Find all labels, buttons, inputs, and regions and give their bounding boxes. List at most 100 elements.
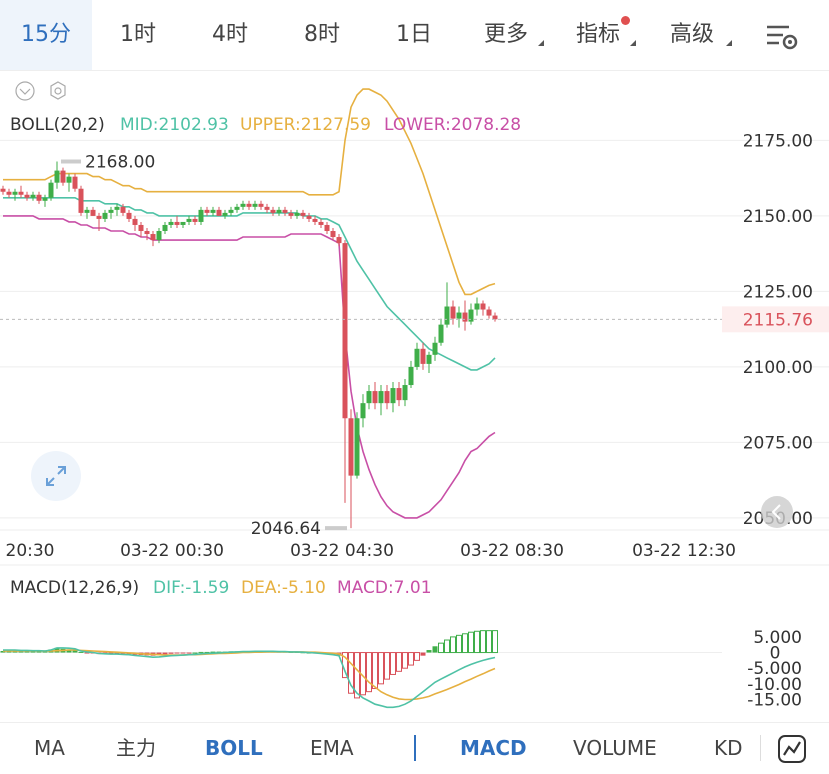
candle-body — [114, 206, 120, 210]
candle-body — [48, 182, 54, 198]
tab-label: 指标 — [575, 22, 620, 47]
macd-dea-value: DEA:-5.10 — [241, 578, 326, 598]
candle-body — [84, 209, 90, 213]
nav-ma[interactable]: MA — [34, 736, 65, 760]
candle-body — [366, 391, 372, 404]
candle-body — [492, 315, 498, 320]
nav-kd[interactable]: KD — [714, 736, 743, 760]
nav-boll[interactable]: BOLL — [205, 736, 263, 760]
macd-hist-bar — [444, 639, 450, 654]
macd-hist-bar — [186, 652, 192, 654]
candle-body — [462, 312, 468, 322]
candle-body — [342, 243, 348, 419]
candle-body — [438, 324, 444, 343]
macd-hist-bar — [426, 650, 432, 653]
candle-body — [360, 403, 366, 419]
tab-2[interactable]: 4时 — [184, 0, 276, 70]
nav-separator — [414, 735, 416, 761]
macd-y-zero-label: 0 — [770, 644, 781, 664]
boll-lower-value: LOWER:2078.28 — [384, 115, 522, 135]
nav-separator-2 — [760, 735, 761, 761]
candle-body — [300, 212, 306, 216]
macd-hist-bar — [66, 649, 72, 653]
macd-macd-value: MACD:7.01 — [337, 578, 432, 598]
macd-hist-bar — [174, 652, 180, 654]
candle-body — [444, 306, 450, 325]
macd-hist-bar — [162, 652, 168, 655]
candle-body — [252, 203, 258, 207]
y-tick-label: 2125.00 — [743, 282, 813, 302]
tab-5[interactable]: 更多 — [460, 0, 552, 70]
candle-body — [372, 391, 378, 404]
nav-zhuli[interactable]: 主力 — [116, 736, 156, 760]
macd-hist-bar — [210, 651, 216, 653]
tab-label: 4时 — [212, 22, 248, 47]
candle-body — [36, 194, 42, 201]
tab-6[interactable]: 指标 — [552, 0, 644, 70]
macd-hist-bar — [78, 651, 84, 653]
candle-body — [450, 306, 456, 319]
indicator-settings-icon — [50, 81, 66, 100]
candle-body — [126, 212, 132, 219]
y-tick-label: 2175.00 — [743, 131, 813, 151]
candle-body — [72, 176, 78, 189]
candle-body — [426, 354, 432, 364]
candle-body — [150, 234, 156, 241]
nav-ema[interactable]: EMA — [310, 736, 354, 760]
macd-hist-bar — [114, 652, 120, 654]
macd-y-tick-label: -5.000 — [747, 659, 802, 679]
candle-body — [96, 215, 102, 219]
tab-7[interactable]: 高级 — [644, 0, 740, 70]
candle-body — [6, 191, 12, 195]
tab-0[interactable]: 15分 — [0, 0, 92, 70]
macd-hist-bar — [180, 652, 186, 654]
boll-mid-value: MID:2102.93 — [120, 115, 229, 135]
scale-reset-icon — [771, 504, 781, 520]
tab-3[interactable]: 8时 — [276, 0, 368, 70]
tab-label: 高级 — [669, 22, 714, 47]
macd-hist-bar — [378, 652, 384, 685]
x-tick-label: 03-22 12:30 — [632, 541, 736, 561]
macd-hist-bar — [480, 630, 486, 654]
tab-4[interactable]: 1日 — [368, 0, 460, 70]
candle-body — [30, 194, 36, 198]
last-price-tag — [722, 306, 829, 333]
macd-hist-bar — [348, 652, 354, 694]
macd-hist-bar — [414, 652, 420, 661]
boll-name: BOLL(20,2) — [10, 115, 105, 135]
candle-body — [108, 209, 114, 213]
macd-hist-bar — [396, 652, 402, 672]
macd-hist-bar — [402, 652, 408, 669]
nav-macd[interactable]: MACD — [460, 736, 527, 760]
boll-lower-line — [3, 215, 496, 519]
macd-hist-bar — [390, 652, 396, 675]
high-label: 2168.00 — [85, 153, 155, 173]
candle-body — [144, 231, 150, 235]
candle-body — [306, 215, 312, 219]
candle-body — [246, 203, 252, 207]
boll-mid-line — [3, 197, 496, 371]
candle-body — [186, 218, 192, 222]
candle-body — [78, 188, 84, 213]
tab-1[interactable]: 1时 — [92, 0, 184, 70]
fullscreen-button — [31, 451, 81, 501]
dropdown-indicator-icon — [538, 40, 544, 46]
macd-hist-bar — [462, 633, 468, 654]
candle-body — [486, 309, 492, 316]
candle-body — [330, 231, 336, 238]
macd-hist-bar — [468, 631, 474, 654]
nav-volume[interactable]: VOLUME — [573, 736, 657, 760]
candle-body — [420, 348, 426, 364]
candle-body — [120, 206, 126, 213]
tab-label: 8时 — [304, 22, 340, 47]
drawing-tool-button[interactable] — [776, 733, 808, 765]
candle-body — [132, 218, 138, 225]
last-price-label: 2115.76 — [743, 310, 813, 330]
indicator-settings-icon-center — [54, 87, 62, 95]
candle-body — [408, 366, 414, 386]
macd-hist-bar — [372, 652, 378, 690]
macd-y-tick-label: -10.00 — [747, 675, 802, 695]
chart-settings-button[interactable] — [740, 0, 829, 70]
candle-body — [42, 197, 48, 201]
fullscreen-icon-line-2 — [57, 466, 66, 475]
